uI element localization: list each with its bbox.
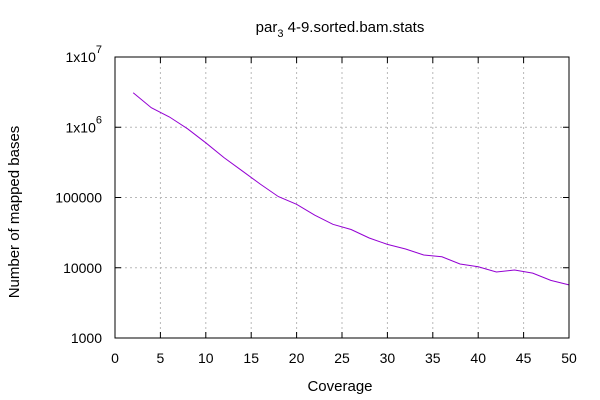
ticks bbox=[114, 56, 570, 339]
x-tick-label: 10 bbox=[198, 350, 214, 366]
y-tick-label: 10000 bbox=[63, 260, 102, 276]
x-tick-label: 0 bbox=[111, 350, 119, 366]
x-tick-label: 5 bbox=[157, 350, 165, 366]
x-axis-label: Coverage bbox=[307, 378, 372, 395]
x-tick-labels: 0 5 10 15 20 25 30 35 40 45 50 bbox=[111, 350, 577, 366]
x-tick-label: 25 bbox=[334, 350, 350, 366]
series-line bbox=[132, 92, 570, 286]
x-tick-label: 40 bbox=[470, 350, 486, 366]
x-tick-label: 45 bbox=[516, 350, 532, 366]
y-tick-label: 1x106 bbox=[66, 114, 102, 135]
x-tick-label: 50 bbox=[561, 350, 577, 366]
x-tick-label: 15 bbox=[243, 350, 259, 366]
x-tick-label: 35 bbox=[425, 350, 441, 366]
y-tick-label: 100000 bbox=[55, 190, 102, 206]
y-axis-label: Number of mapped bases bbox=[6, 126, 23, 299]
y-tick-labels: 1000 10000 100000 1x106 1x107 bbox=[55, 44, 102, 346]
series-layer bbox=[132, 92, 570, 286]
x-tick-label: 30 bbox=[380, 350, 396, 366]
chart-title: par3 4-9.sorted.bam.stats bbox=[256, 19, 425, 40]
grid bbox=[115, 57, 569, 338]
y-tick-label: 1000 bbox=[71, 330, 102, 346]
x-tick-label: 20 bbox=[289, 350, 305, 366]
y-tick-label: 1x107 bbox=[66, 44, 102, 65]
